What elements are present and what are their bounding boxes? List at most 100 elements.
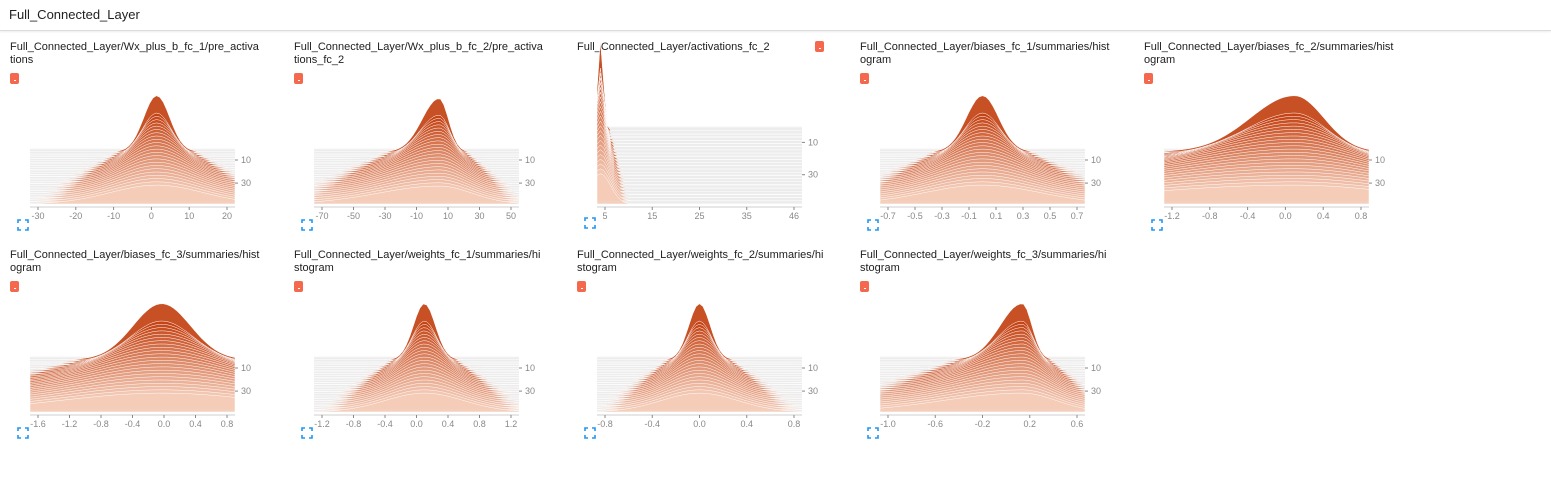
y-tick-label: 30 bbox=[1375, 178, 1385, 188]
fullscreen-icon bbox=[17, 219, 29, 231]
y-tick-label: 10 bbox=[808, 137, 818, 147]
histogram-card: Full_Connected_Layer/biases_fc_3/summari… bbox=[10, 249, 280, 454]
y-tick-label: 30 bbox=[808, 170, 818, 180]
expand-button[interactable] bbox=[867, 427, 879, 439]
x-tick-label: 0.5 bbox=[1044, 211, 1057, 221]
y-tick-label: 30 bbox=[241, 178, 251, 188]
card-title: Full_Connected_Layer/weights_fc_2/summar… bbox=[577, 249, 824, 274]
histogram-ridge bbox=[596, 154, 802, 192]
histogram-ridge bbox=[1163, 184, 1370, 205]
card-title: Full_Connected_Layer/Wx_plus_b_fc_1/pre_… bbox=[10, 41, 259, 66]
histogram-card: Full_Connected_Layer/biases_fc_1/summari… bbox=[860, 41, 1130, 246]
expand-button[interactable] bbox=[1151, 219, 1163, 231]
run-color-chip[interactable] bbox=[815, 41, 824, 52]
x-tick-label: -0.8 bbox=[597, 419, 613, 429]
run-color-chip[interactable] bbox=[10, 281, 19, 292]
histogram-ridge bbox=[596, 139, 802, 182]
x-tick-label: 10 bbox=[184, 211, 194, 221]
section-header[interactable]: Full_Connected_Layer bbox=[0, 0, 1551, 31]
run-color-chip[interactable] bbox=[577, 281, 586, 292]
x-tick-label: -1.0 bbox=[880, 419, 896, 429]
fullscreen-icon bbox=[301, 427, 313, 439]
run-color-chip[interactable] bbox=[10, 73, 19, 84]
x-tick-label: -1.2 bbox=[1164, 211, 1180, 221]
card-title: Full_Connected_Layer/biases_fc_1/summari… bbox=[860, 41, 1110, 66]
x-tick-label: 50 bbox=[506, 211, 516, 221]
y-tick-label: 10 bbox=[1091, 155, 1101, 165]
x-tick-label: 35 bbox=[742, 211, 752, 221]
histogram-ridge bbox=[596, 40, 802, 132]
x-tick-label: 0.4 bbox=[1317, 211, 1330, 221]
x-tick-label: -0.5 bbox=[907, 211, 923, 221]
x-tick-label: 0.4 bbox=[189, 419, 202, 429]
histogram-ridge bbox=[596, 100, 802, 157]
section-title: Full_Connected_Layer bbox=[9, 7, 140, 22]
histogram-card: Full_Connected_Layer/Wx_plus_b_fc_2/pre_… bbox=[294, 41, 564, 246]
x-tick-label: 30 bbox=[474, 211, 484, 221]
expand-button[interactable] bbox=[867, 219, 879, 231]
histogram-ridge bbox=[313, 392, 520, 413]
histogram-card: Full_Connected_Layer/activations_fc_2 10 3… bbox=[577, 40, 847, 246]
histogram-ridge bbox=[879, 184, 1086, 205]
x-tick-label: 5 bbox=[602, 211, 607, 221]
histogram-ridge bbox=[596, 173, 802, 205]
histogram-ridge bbox=[596, 144, 802, 186]
x-tick-label: 0.4 bbox=[740, 419, 753, 429]
expand-button[interactable] bbox=[17, 427, 29, 439]
expand-button[interactable] bbox=[17, 219, 29, 231]
x-tick-label: 15 bbox=[647, 211, 657, 221]
x-tick-label: 0.2 bbox=[1023, 419, 1036, 429]
x-tick-label: 0 bbox=[149, 211, 154, 221]
histogram-plot: 10 30 -0.8 -0.4 0.0 0.4 0.8 bbox=[596, 303, 818, 429]
run-color-chip[interactable] bbox=[860, 73, 869, 84]
expand-button[interactable] bbox=[584, 427, 596, 439]
histogram-ridge bbox=[596, 87, 802, 148]
run-color-chip[interactable] bbox=[294, 73, 303, 84]
x-tick-label: 0.4 bbox=[442, 419, 455, 429]
fullscreen-icon bbox=[867, 427, 879, 439]
run-color-chip[interactable] bbox=[294, 281, 303, 292]
histogram-ridge bbox=[596, 130, 802, 176]
histogram-ridge bbox=[596, 392, 803, 413]
run-color-chip[interactable] bbox=[860, 281, 869, 292]
x-tick-label: 0.8 bbox=[221, 419, 234, 429]
card-title: Full_Connected_Layer/weights_fc_3/summar… bbox=[860, 249, 1107, 274]
expand-button[interactable] bbox=[301, 427, 313, 439]
fullscreen-icon bbox=[301, 219, 313, 231]
x-tick-label: -0.4 bbox=[644, 419, 660, 429]
histogram-card: Full_Connected_Layer/biases_fc_2/summari… bbox=[1144, 41, 1414, 246]
x-tick-label: 1.2 bbox=[505, 419, 518, 429]
histogram-ridge bbox=[596, 92, 802, 151]
x-tick-label: -70 bbox=[315, 211, 328, 221]
histogram-ridge bbox=[596, 68, 802, 135]
y-tick-label: 30 bbox=[241, 386, 251, 396]
x-tick-label: 46 bbox=[789, 211, 799, 221]
y-tick-label: 10 bbox=[241, 363, 251, 373]
x-tick-label: 0.0 bbox=[1279, 211, 1292, 221]
x-tick-label: -10 bbox=[107, 211, 120, 221]
histogram-plot: 10 30 -1.2 -0.8 -0.4 0.0 0.4 0.8 bbox=[1163, 95, 1385, 221]
y-tick-label: 10 bbox=[1375, 155, 1385, 165]
histogram-ridge bbox=[596, 120, 802, 170]
card-title: Full_Connected_Layer/activations_fc_2 bbox=[577, 41, 770, 53]
run-color-chip[interactable] bbox=[1144, 73, 1153, 84]
expand-button[interactable] bbox=[301, 219, 313, 231]
x-tick-label: -0.1 bbox=[961, 211, 977, 221]
x-tick-label: 0.1 bbox=[990, 211, 1003, 221]
x-tick-label: 0.0 bbox=[158, 419, 171, 429]
histogram-card: Full_Connected_Layer/weights_fc_3/summar… bbox=[860, 249, 1130, 454]
y-tick-label: 10 bbox=[241, 155, 251, 165]
histogram-plot: 10 30 -30 -20 -10 0 10 20 bbox=[29, 95, 251, 221]
histogram-ridge bbox=[596, 149, 802, 189]
histogram-ridge bbox=[879, 392, 1086, 413]
histogram-ridge bbox=[596, 115, 802, 167]
x-tick-label: 0.8 bbox=[788, 419, 801, 429]
histogram-plot: 10 30 -70 -50 -30 -10 10 30 50 bbox=[313, 98, 535, 221]
x-tick-label: 0.0 bbox=[693, 419, 706, 429]
expand-button[interactable] bbox=[584, 217, 596, 229]
histogram-ridge bbox=[313, 185, 520, 205]
x-tick-label: 0.6 bbox=[1071, 419, 1084, 429]
fullscreen-icon bbox=[867, 219, 879, 231]
histogram-plot: 10 30 -1.2 -0.8 -0.4 0.0 0.4 0.8 1.2 bbox=[313, 303, 535, 429]
x-tick-label: 0.8 bbox=[473, 419, 486, 429]
